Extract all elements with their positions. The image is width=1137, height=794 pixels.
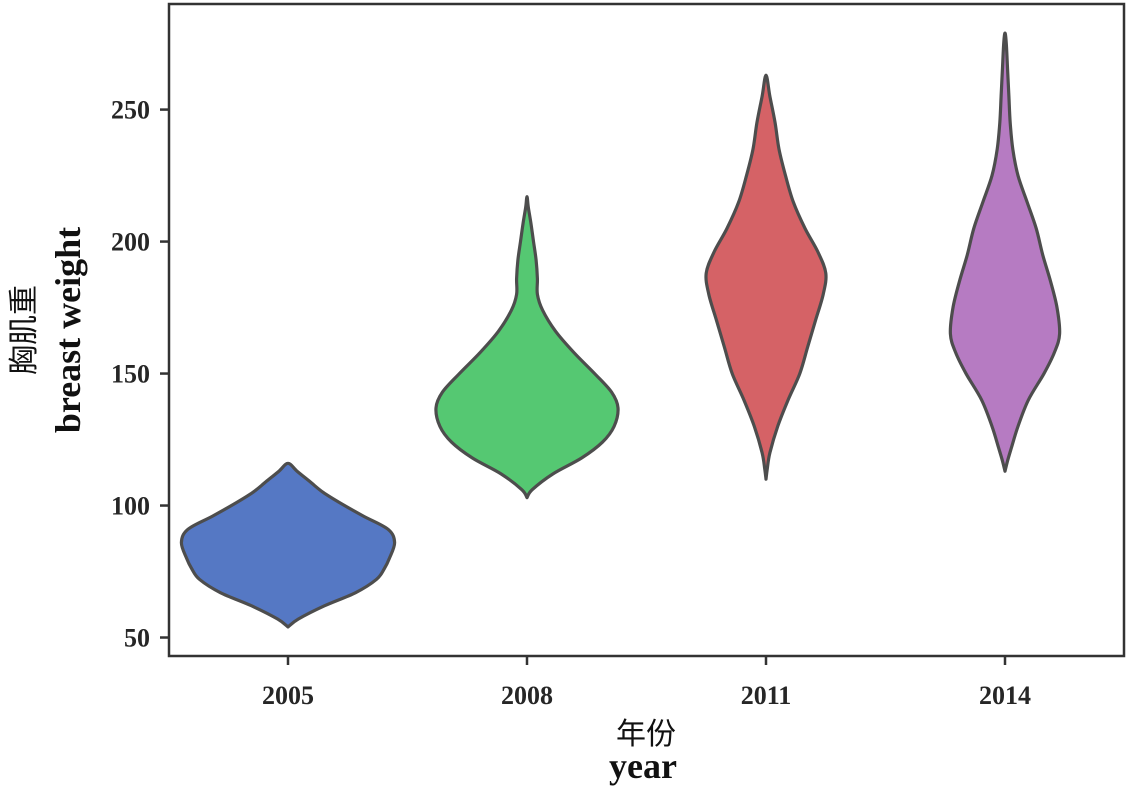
y-axis-label-cn: 胸肌重: [7, 285, 42, 375]
x-tick-label: 2005: [262, 681, 314, 710]
y-tick-label: 250: [111, 96, 150, 125]
violin-2008: [434, 195, 620, 500]
x-axis-label-cn: 年份: [616, 717, 676, 752]
x-axis-label-en: year: [609, 746, 677, 786]
x-axis-ticks: 2005 2008 2011 2014: [262, 656, 1031, 710]
x-tick-label: 2014: [979, 681, 1031, 710]
violin-2005: [179, 461, 397, 629]
x-tick-label: 2011: [741, 681, 792, 710]
x-tick-label: 2008: [501, 681, 553, 710]
y-tick-label: 100: [111, 492, 150, 521]
y-axis-label-en: breast weight: [48, 227, 88, 433]
y-axis-ticks: 50 100 150 200 250: [111, 96, 169, 653]
violin-group: [179, 31, 1062, 629]
y-tick-label: 200: [111, 228, 150, 257]
violin-2014: [948, 31, 1062, 473]
y-tick-label: 50: [124, 624, 150, 653]
violin-2011: [704, 73, 828, 481]
plot-frame: [167, 2, 1126, 658]
y-tick-label: 150: [111, 360, 150, 389]
